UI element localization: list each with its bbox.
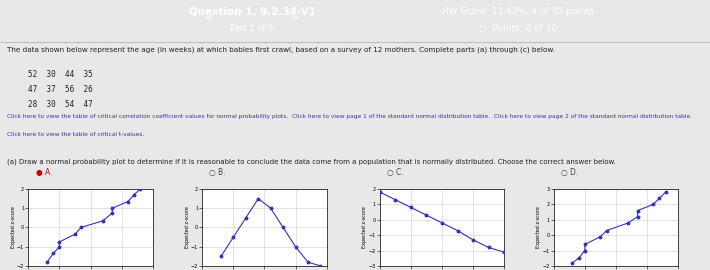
Text: Click here to view the table of critical t-values.: Click here to view the table of critical… (7, 132, 144, 137)
Text: (a) Draw a normal probability plot to determine if it is reasonable to conclude : (a) Draw a normal probability plot to de… (7, 158, 616, 165)
Y-axis label: Expected z-score: Expected z-score (185, 207, 190, 248)
Text: Part 1 of 5: Part 1 of 5 (231, 24, 273, 33)
Text: 28  30  54  47: 28 30 54 47 (28, 100, 93, 109)
Text: ○ B.: ○ B. (209, 168, 226, 177)
Y-axis label: Expected z-score: Expected z-score (536, 207, 541, 248)
Text: Click here to view the table of critical correlation coefficient values for norm: Click here to view the table of critical… (7, 114, 692, 119)
Text: ○ C.: ○ C. (387, 168, 403, 177)
Text: <: < (205, 13, 214, 23)
Text: ○  Points: 0 of 10: ○ Points: 0 of 10 (479, 24, 557, 33)
Y-axis label: Expected z-score: Expected z-score (11, 207, 16, 248)
Text: 52  30  44  35: 52 30 44 35 (28, 70, 93, 79)
Text: The data shown below represent the age (in weeks) at which babies first crawl, b: The data shown below represent the age (… (7, 47, 555, 53)
Text: HW Score: 11.43%, 4 of 35 points: HW Score: 11.43%, 4 of 35 points (442, 8, 594, 16)
Text: ● A.: ● A. (36, 168, 52, 177)
Y-axis label: Expected z-score: Expected z-score (362, 207, 367, 248)
Text: >: > (290, 13, 299, 23)
Text: 47  37  56  26: 47 37 56 26 (28, 85, 93, 94)
Text: Question 1, 9.2.34-V1: Question 1, 9.2.34-V1 (189, 7, 315, 17)
Text: ○ D.: ○ D. (561, 168, 578, 177)
